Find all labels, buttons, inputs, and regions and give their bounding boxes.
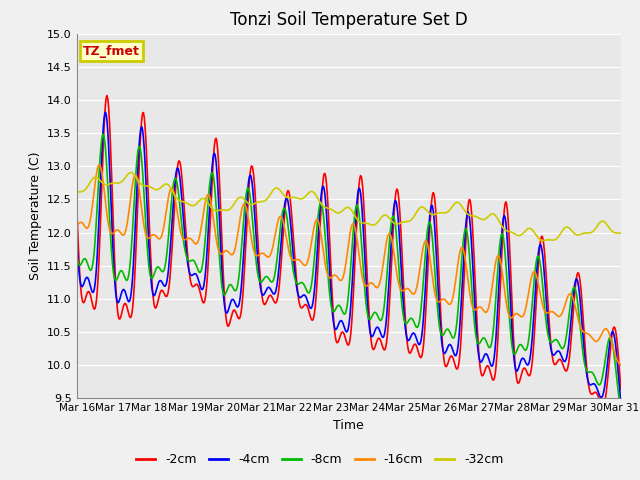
- -2cm: [617, 386, 625, 392]
- -8cm: [140, 180, 147, 186]
- -16cm: [140, 219, 147, 225]
- Legend: -2cm, -4cm, -8cm, -16cm, -32cm: -2cm, -4cm, -8cm, -16cm, -32cm: [131, 448, 509, 471]
- Line: -4cm: -4cm: [77, 112, 621, 403]
- Text: TZ_fmet: TZ_fmet: [83, 45, 140, 58]
- Line: -16cm: -16cm: [77, 165, 621, 365]
- -8cm: [99, 132, 107, 137]
- -4cm: [102, 109, 109, 115]
- -32cm: [195, 199, 202, 204]
- -32cm: [140, 182, 147, 188]
- -16cm: [83, 225, 90, 231]
- -4cm: [431, 236, 439, 241]
- -16cm: [195, 237, 202, 243]
- -2cm: [83, 292, 90, 298]
- -16cm: [223, 248, 231, 254]
- -32cm: [539, 238, 547, 243]
- -8cm: [83, 258, 90, 264]
- -8cm: [73, 252, 81, 257]
- -2cm: [599, 404, 607, 410]
- -16cm: [73, 223, 81, 228]
- Line: -8cm: -8cm: [77, 134, 621, 410]
- -4cm: [223, 310, 231, 315]
- -16cm: [431, 293, 439, 299]
- -4cm: [73, 236, 81, 241]
- -2cm: [416, 353, 424, 359]
- -8cm: [431, 277, 439, 283]
- -32cm: [83, 185, 90, 191]
- -4cm: [617, 400, 625, 406]
- Title: Tonzi Soil Temperature Set D: Tonzi Soil Temperature Set D: [230, 11, 468, 29]
- -4cm: [140, 134, 147, 140]
- -8cm: [416, 318, 424, 324]
- -4cm: [195, 278, 202, 284]
- -2cm: [223, 323, 231, 328]
- -8cm: [195, 268, 202, 274]
- -32cm: [416, 205, 424, 211]
- -2cm: [73, 206, 81, 212]
- -32cm: [223, 207, 231, 213]
- -2cm: [140, 109, 147, 115]
- -32cm: [73, 189, 81, 195]
- -8cm: [617, 407, 625, 413]
- -4cm: [416, 342, 424, 348]
- -2cm: [431, 204, 439, 210]
- -32cm: [431, 211, 439, 217]
- -16cm: [617, 362, 625, 368]
- -16cm: [95, 162, 103, 168]
- -2cm: [195, 284, 202, 290]
- -2cm: [103, 93, 111, 98]
- Line: -32cm: -32cm: [77, 172, 621, 240]
- -16cm: [416, 268, 424, 274]
- -4cm: [83, 275, 90, 280]
- -32cm: [127, 169, 134, 175]
- X-axis label: Time: Time: [333, 419, 364, 432]
- Y-axis label: Soil Temperature (C): Soil Temperature (C): [29, 152, 42, 280]
- -32cm: [617, 230, 625, 236]
- -8cm: [223, 286, 231, 292]
- Line: -2cm: -2cm: [77, 96, 621, 407]
